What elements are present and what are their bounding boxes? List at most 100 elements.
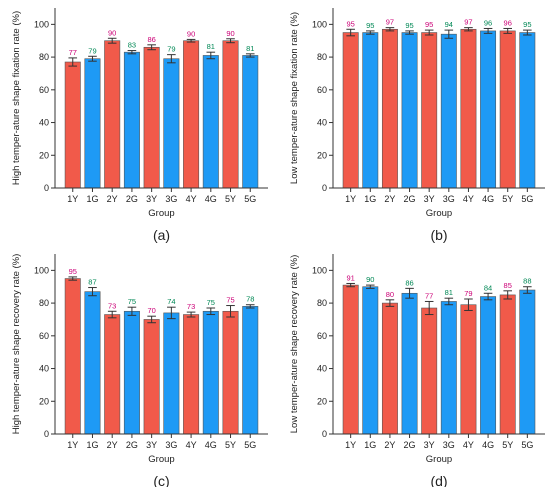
bar-5y: [222, 40, 239, 189]
data-label: 80: [386, 290, 394, 299]
y-axis-title: Low temper-ature shape fixation rate (%): [289, 12, 300, 184]
bar-4g: [480, 30, 497, 189]
data-label: 79: [88, 46, 96, 55]
data-label: 85: [504, 281, 512, 290]
bar-2y: [381, 28, 398, 189]
x-tick-label: 5Y: [225, 194, 236, 204]
bar-1y: [342, 32, 359, 189]
x-tick-label: 3Y: [146, 440, 157, 450]
x-tick-label: 1Y: [345, 194, 356, 204]
bar-2y: [104, 40, 121, 189]
y-axis-title: High temper-ature shape fixation rate (%…: [11, 11, 22, 185]
x-tick-label: 5G: [244, 440, 256, 450]
x-axis-title: Group: [148, 208, 174, 219]
chart-panel-4: 0 20 40 60 80 100 91 1Y 90 1G 80 2Y 86 2G 77 3Y 81 3G 79 4Y…: [289, 254, 545, 487]
x-tick-label: 4G: [205, 440, 217, 450]
bar-1g: [84, 58, 101, 189]
x-tick-label: 1G: [86, 440, 98, 450]
bar-3y: [143, 319, 160, 435]
y-tick-label: 20: [39, 150, 49, 160]
x-tick-label: 4Y: [463, 194, 474, 204]
data-label: 79: [167, 45, 175, 54]
y-tick-label: 60: [39, 331, 49, 341]
x-tick-label: 1Y: [345, 440, 356, 450]
data-label: 81: [207, 42, 215, 51]
x-tick-label: 3G: [165, 440, 177, 450]
data-label: 70: [147, 306, 155, 315]
panel-label: (d): [430, 473, 447, 487]
data-label: 75: [226, 296, 234, 305]
y-tick-label: 0: [322, 429, 327, 439]
bar-1g: [362, 286, 379, 435]
y-axis-title: High temper-ature shape recovery rate (%…: [11, 254, 22, 435]
y-tick-label: 80: [39, 52, 49, 62]
y-tick-label: 40: [39, 364, 49, 374]
data-label: 95: [69, 267, 77, 276]
data-label: 95: [346, 19, 354, 28]
data-label: 86: [405, 278, 413, 287]
data-label: 83: [128, 41, 136, 50]
data-label: 74: [167, 297, 175, 306]
data-label: 96: [504, 18, 512, 27]
y-tick-label: 100: [312, 265, 327, 275]
panel-label: (a): [153, 227, 170, 243]
x-tick-label: 4Y: [463, 440, 474, 450]
data-label: 84: [484, 283, 492, 292]
x-tick-label: 2Y: [384, 194, 395, 204]
x-tick-label: 3Y: [424, 440, 435, 450]
x-tick-label: 2Y: [107, 440, 118, 450]
bar-4y: [183, 314, 200, 435]
x-tick-label: 4Y: [186, 440, 197, 450]
data-label: 97: [464, 18, 472, 27]
chart-panel-3: 0 20 40 60 80 100 95 1Y 87 1G 73 2Y 75 2G 70 3Y 74 3G 73 4Y…: [11, 254, 268, 487]
x-tick-label: 1G: [364, 440, 376, 450]
data-label: 90: [187, 29, 195, 38]
data-label: 77: [425, 291, 433, 300]
x-tick-label: 1Y: [67, 440, 78, 450]
x-tick-label: 1G: [364, 194, 376, 204]
data-label: 95: [366, 21, 374, 30]
bar-1y: [342, 284, 359, 435]
bar-2g: [401, 32, 418, 189]
data-label: 79: [464, 289, 472, 298]
bar-2g: [123, 310, 140, 435]
x-tick-label: 4Y: [186, 194, 197, 204]
y-tick-label: 20: [39, 396, 49, 406]
bar-5g: [242, 55, 259, 189]
y-tick-label: 100: [34, 265, 49, 275]
data-label: 90: [226, 29, 234, 38]
x-tick-label: 4G: [205, 194, 217, 204]
x-tick-label: 5Y: [225, 440, 236, 450]
x-tick-label: 5G: [521, 194, 533, 204]
data-label: 73: [187, 302, 195, 311]
data-label: 75: [128, 297, 136, 306]
bar-4g: [480, 296, 497, 435]
bar-5y: [222, 310, 239, 435]
chart-panel-1: 0 20 40 60 80 100 77 1Y 79 1G 90 2Y 83 2G 86 3Y 79 3G 90 4Y…: [11, 8, 268, 243]
bar-5g: [519, 32, 536, 189]
bar-3y: [421, 32, 438, 189]
data-label: 73: [108, 301, 116, 310]
x-tick-label: 2G: [126, 194, 138, 204]
y-tick-label: 80: [317, 298, 327, 308]
bar-3y: [421, 307, 438, 435]
x-tick-label: 3Y: [146, 194, 157, 204]
x-tick-label: 4G: [482, 194, 494, 204]
y-tick-label: 80: [39, 298, 49, 308]
x-tick-label: 2G: [126, 440, 138, 450]
y-tick-label: 100: [312, 19, 327, 29]
data-label: 97: [386, 18, 394, 27]
bar-5y: [499, 294, 516, 435]
x-tick-label: 1Y: [67, 194, 78, 204]
y-tick-label: 40: [317, 364, 327, 374]
y-tick-label: 0: [44, 429, 49, 439]
y-tick-label: 100: [34, 19, 49, 29]
data-label: 95: [425, 20, 433, 29]
bar-1y: [64, 61, 81, 189]
x-tick-label: 5G: [521, 440, 533, 450]
x-tick-label: 2Y: [384, 440, 395, 450]
data-label: 91: [346, 273, 354, 282]
bar-4g: [202, 55, 219, 189]
